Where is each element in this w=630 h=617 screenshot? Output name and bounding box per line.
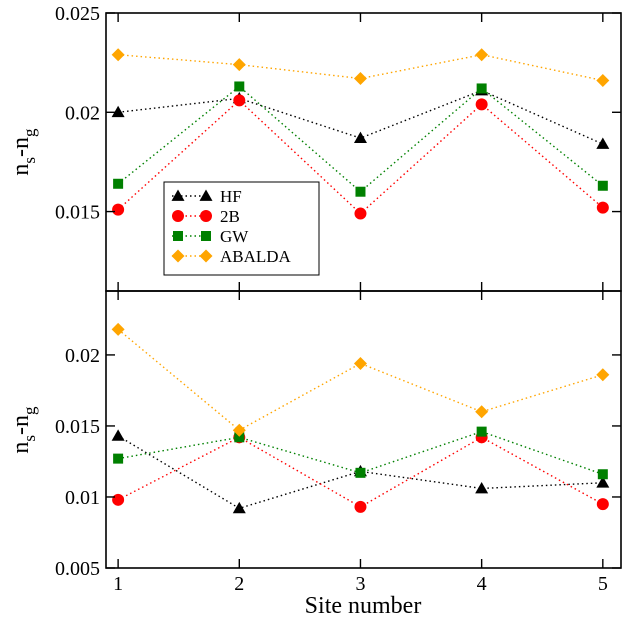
legend-entry-hf: HF bbox=[171, 187, 242, 206]
legend-marker-2b bbox=[200, 210, 212, 222]
legend-box bbox=[163, 181, 320, 276]
bottom-y-axis-label-dash: -n bbox=[8, 415, 34, 435]
legend-label-abalda: ABALDA bbox=[220, 247, 292, 266]
bottom-y-tick-label: 0.015 bbox=[55, 416, 100, 438]
bottom-point-abalda bbox=[475, 405, 489, 419]
bottom-y-axis-label-sub2: g bbox=[20, 406, 39, 415]
bottom-y-tick-label: 0.01 bbox=[65, 487, 100, 509]
bottom-y-tick-label: 0.005 bbox=[55, 558, 100, 580]
legend-marker-hf bbox=[199, 189, 213, 201]
top-y-tick-label: 0.015 bbox=[55, 202, 100, 224]
top-point-gw bbox=[476, 83, 487, 94]
bottom-point-hf bbox=[475, 481, 489, 494]
legend-label-gw: GW bbox=[220, 227, 249, 246]
bottom-y-ticks: 0.005 0.01 0.015 0.02 bbox=[55, 345, 621, 580]
bottom-point-hf bbox=[111, 429, 125, 441]
top-point-abalda bbox=[232, 58, 246, 72]
top-y-tick-label: 0.025 bbox=[55, 3, 100, 25]
top-y-axis-label-main: n bbox=[8, 164, 34, 176]
bottom-point-2b bbox=[354, 500, 367, 513]
bottom-point-gw bbox=[355, 467, 366, 478]
top-point-2b bbox=[475, 98, 488, 111]
bottom-series-line-abalda bbox=[117, 328, 604, 432]
x-tick-label: 5 bbox=[598, 573, 608, 595]
top-point-gw bbox=[597, 180, 608, 191]
legend-marker-2b bbox=[172, 210, 184, 222]
top-point-abalda bbox=[596, 74, 610, 88]
x-axis-label: Site number bbox=[305, 593, 422, 617]
top-point-hf bbox=[353, 131, 367, 143]
bottom-point-gw bbox=[234, 432, 245, 443]
bottom-point-abalda bbox=[596, 368, 610, 382]
x-tick-label: 1 bbox=[113, 573, 123, 595]
x-tick-label: 3 bbox=[355, 573, 365, 595]
top-point-2b bbox=[112, 203, 125, 216]
bottom-point-gw bbox=[476, 426, 487, 437]
bottom-y-axis-label: ns-ng bbox=[8, 406, 39, 454]
legend-marker-hf bbox=[171, 189, 185, 201]
legend-entry-2b: 2B bbox=[172, 207, 240, 226]
bottom-point-abalda bbox=[232, 423, 246, 437]
top-point-abalda bbox=[475, 48, 489, 62]
bottom-panel: 0.005 0.01 0.015 0.02 1 2 3 4 5 ns-ng Site numb… bbox=[8, 290, 622, 617]
x-tick-label: 4 bbox=[477, 573, 487, 595]
legend-entry-abalda: ABALDA bbox=[171, 247, 292, 266]
bottom-y-tick-label: 0.02 bbox=[65, 345, 100, 367]
legend-marker-gw bbox=[201, 231, 211, 241]
top-point-gw bbox=[355, 186, 366, 197]
bottom-plot-frame bbox=[105, 290, 622, 569]
bottom-point-hf bbox=[232, 501, 246, 514]
top-point-gw bbox=[113, 178, 124, 189]
top-point-hf bbox=[596, 137, 610, 149]
top-point-hf bbox=[111, 105, 125, 118]
top-y-tick-label: 0.02 bbox=[65, 102, 100, 124]
top-point-abalda bbox=[111, 48, 125, 62]
top-point-2b bbox=[233, 94, 246, 107]
bottom-series-line-2b bbox=[117, 436, 604, 508]
bottom-y-axis-label-main: n bbox=[8, 442, 34, 454]
bottom-point-gw bbox=[113, 453, 124, 464]
bottom-point-abalda bbox=[353, 356, 367, 370]
bottom-y-axis-label-sub1: s bbox=[20, 435, 39, 442]
top-y-axis-label: ns-ng bbox=[8, 128, 39, 176]
bottom-point-gw bbox=[597, 469, 608, 480]
legend-marker-gw bbox=[173, 231, 183, 241]
x-tick-label: 2 bbox=[234, 573, 244, 595]
bottom-point-abalda bbox=[111, 322, 125, 336]
top-point-2b bbox=[354, 207, 367, 220]
legend-label-2b: 2B bbox=[220, 207, 240, 226]
legend-label-hf: HF bbox=[220, 187, 242, 206]
bottom-point-2b bbox=[596, 498, 609, 511]
bottom-point-hf bbox=[596, 476, 610, 488]
top-y-axis-label-sub2: g bbox=[20, 128, 39, 137]
top-point-2b bbox=[596, 201, 609, 214]
top-series-layer bbox=[111, 48, 610, 220]
top-series-line-hf bbox=[118, 89, 604, 145]
legend-marker-abalda bbox=[199, 249, 213, 263]
top-y-ticks: 0.015 0.02 0.025 bbox=[55, 3, 621, 224]
top-point-gw bbox=[234, 81, 245, 92]
bottom-series-layer bbox=[111, 322, 610, 514]
bottom-series-line-gw bbox=[117, 430, 604, 475]
legend-marker-abalda bbox=[171, 249, 185, 263]
top-y-axis-label-dash: -n bbox=[8, 137, 34, 157]
bottom-x-ticks: 1 2 3 4 5 bbox=[113, 291, 608, 595]
top-x-ticks bbox=[117, 13, 604, 291]
top-y-axis-label-sub1: s bbox=[20, 157, 39, 164]
top-point-abalda bbox=[353, 72, 367, 86]
bottom-point-2b bbox=[112, 493, 125, 506]
legend-entry-gw: GW bbox=[172, 227, 249, 246]
